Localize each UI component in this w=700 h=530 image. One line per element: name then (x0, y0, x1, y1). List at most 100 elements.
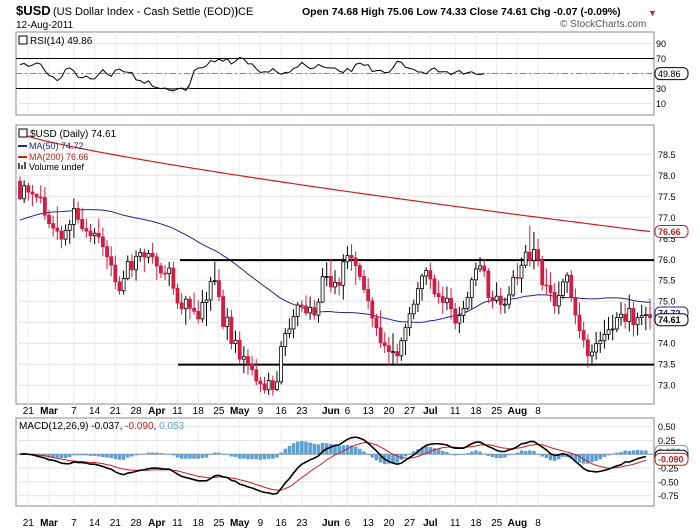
macd-histogram-bar (445, 452, 449, 455)
candle-down (581, 330, 586, 341)
macd-histogram-bar (316, 444, 321, 455)
macd-histogram-bar (627, 450, 632, 455)
macd-histogram-bar (59, 454, 64, 459)
macd-histogram-bar (606, 454, 611, 456)
candle-down (109, 256, 114, 266)
candle-up (212, 280, 217, 283)
candle-down (84, 228, 89, 232)
macd-histogram-bar (499, 454, 503, 459)
exchange-label: ICE (235, 6, 253, 18)
candle-up (511, 276, 516, 296)
volume-legend-icon-bar (24, 162, 26, 169)
price-tick-label: 77.5 (658, 192, 676, 202)
candle-up (67, 224, 72, 231)
macd-histogram-bar (109, 454, 113, 459)
macd-histogram-bar (291, 443, 296, 455)
candle-up (266, 380, 271, 391)
macd-histogram-bar (204, 454, 209, 458)
macd-histogram-bar (96, 454, 101, 457)
symbol-title: $USD (16, 3, 51, 18)
macd-histogram-bar (577, 454, 582, 463)
macd-histogram-bar (320, 442, 325, 455)
rsi-tick-label: 30 (656, 84, 666, 94)
macd-histogram-bar (441, 450, 445, 455)
macd-histogram-bar (465, 453, 470, 455)
x-axis-label: 25 (491, 406, 503, 417)
macd-histogram-bar (163, 453, 167, 455)
macd-histogram-bar (623, 450, 627, 455)
x-axis-label: 7 (71, 406, 77, 417)
macd-histogram-bar (134, 454, 138, 456)
rsi-tick-label: 70 (656, 54, 666, 64)
candle-down (486, 270, 491, 298)
macd-histogram-bar (213, 452, 217, 455)
candle-up (63, 229, 68, 240)
rsi-tick-label: 90 (656, 39, 666, 49)
candle-up (643, 314, 648, 317)
rsi-tick-label: 10 (656, 99, 666, 109)
candle-up (208, 281, 213, 301)
candle-down (482, 265, 487, 272)
down-marker-icon: ▼ (648, 8, 657, 18)
x-axis-label: 25 (213, 518, 225, 529)
macd-histogram-bar (88, 454, 93, 456)
macd-histogram-bar (432, 448, 437, 455)
macd-histogram-bar (258, 454, 263, 460)
candle-up (167, 267, 172, 274)
macd-plot (16, 436, 654, 495)
candle-down (34, 193, 39, 198)
macd-histogram-bar (92, 454, 97, 456)
macd-histogram-bar (490, 454, 495, 458)
macd-histogram-bar (494, 454, 499, 459)
price-tick-label: 78.0 (658, 171, 676, 181)
macd-histogram-bar (159, 453, 163, 455)
rsi-legend-label: RSI(14) 49.86 (30, 36, 93, 47)
candle-down (623, 313, 628, 322)
candle-up (411, 303, 416, 315)
candle-down (490, 297, 495, 301)
macd-histogram-bar (341, 445, 346, 455)
macd-histogram-bar (453, 454, 457, 456)
x-axis-label: 21 (110, 518, 122, 529)
macd-histogram-bar (378, 454, 383, 463)
candle-up (134, 255, 138, 271)
macd-histogram-bar (84, 454, 89, 456)
price-tick-label: 73.5 (658, 360, 676, 370)
x-axis-label: Mar (40, 518, 58, 529)
macd-histogram-bar (300, 441, 304, 455)
macd-histogram-bar (366, 454, 370, 455)
macd-histogram-bar (229, 454, 234, 457)
macd-histogram-bar (631, 450, 636, 455)
macd-histogram-bar (312, 443, 317, 455)
candle-down (370, 300, 375, 319)
candle-up (121, 278, 126, 292)
candle-up (445, 297, 449, 303)
macd-histogram-bar (208, 454, 213, 455)
x-axis-label: 21 (110, 406, 122, 417)
candle-down (552, 292, 557, 307)
candle-down (179, 302, 184, 310)
candle-up (333, 281, 337, 288)
macd-value-label: -0.090 (658, 455, 684, 465)
x-axis-label: 25 (491, 518, 503, 529)
candle-down (378, 327, 383, 344)
candle-down (258, 380, 263, 385)
macd-histogram-bar (237, 454, 242, 459)
candle-down (386, 345, 391, 353)
price-legend-swatch (18, 128, 28, 138)
x-axis-label: 18 (470, 406, 482, 417)
candle-up (507, 294, 511, 305)
macd-histogram-bar (63, 454, 68, 459)
macd-histogram-bar (308, 442, 312, 455)
x-axis-label: 21 (23, 518, 35, 529)
candle-up (474, 268, 478, 281)
candle-down (337, 281, 342, 286)
macd-histogram-bar (362, 451, 366, 455)
x-axis-label: Aug (508, 518, 527, 529)
x-axis-label: 18 (193, 518, 205, 529)
macd-histogram-bar (225, 454, 229, 455)
price-tick-label: 78.5 (658, 150, 676, 160)
x-axis-label: 11 (172, 518, 183, 529)
macd-histogram-bar (295, 441, 300, 455)
macd-histogram-bar (233, 454, 238, 458)
